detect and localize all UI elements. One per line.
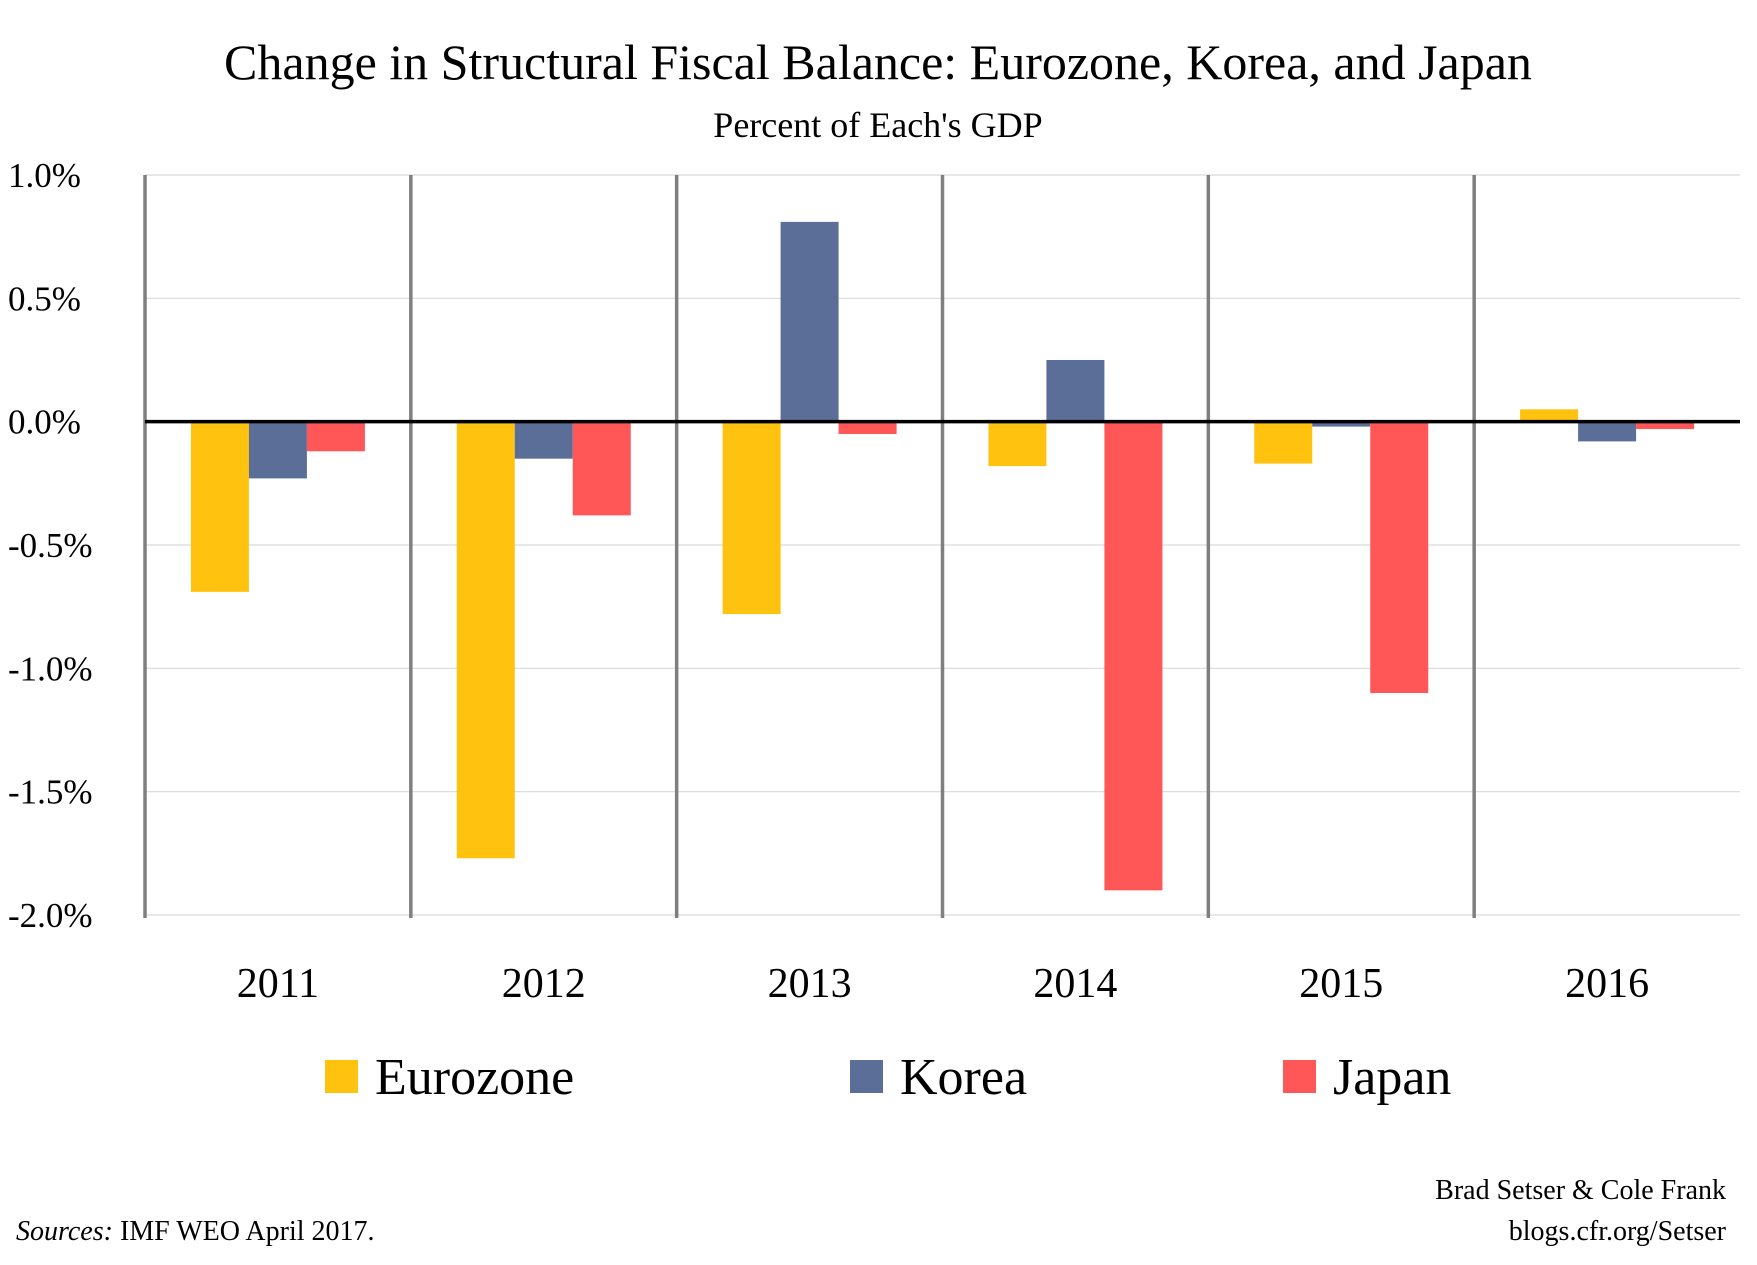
x-tick-label: 2015 bbox=[1299, 961, 1383, 1007]
bar-korea-2011 bbox=[248, 421, 307, 479]
x-tick-label: 2014 bbox=[1033, 961, 1117, 1007]
chart-title: Change in Structural Fiscal Balance: Eur… bbox=[224, 34, 1532, 90]
source-url: blogs.cfr.org/Setser bbox=[1509, 1216, 1727, 1247]
bar-japan-2012 bbox=[572, 421, 631, 516]
bars bbox=[190, 221, 1695, 891]
author-credit: Brad Setser & Cole Frank bbox=[1435, 1175, 1726, 1206]
x-tick-label: 2013 bbox=[768, 961, 852, 1007]
y-tick-label: -0.5% bbox=[8, 526, 93, 565]
y-axis-ticks: 1.0% 0.5% 0.0% -0.5% -1.0% -1.5% -2.0% bbox=[8, 156, 93, 935]
bar-japan-2011 bbox=[306, 421, 365, 452]
y-tick-label: 1.0% bbox=[8, 156, 81, 195]
legend-label-korea: Korea bbox=[900, 1049, 1027, 1106]
x-tick-label: 2011 bbox=[237, 961, 319, 1007]
x-tick-label: 2016 bbox=[1565, 961, 1649, 1007]
legend: Eurozone Korea Japan bbox=[325, 1049, 1451, 1106]
bar-eurozone-2014 bbox=[988, 421, 1047, 467]
bar-korea-2013 bbox=[780, 221, 839, 422]
sources-label: Sources: bbox=[16, 1216, 113, 1247]
sources-note: Sources: IMF WEO April 2017. bbox=[16, 1216, 375, 1247]
bar-eurozone-2013 bbox=[722, 421, 781, 615]
legend-swatch-japan bbox=[1283, 1060, 1316, 1093]
x-axis-ticks: 2011 2012 2013 2014 2015 2016 bbox=[237, 961, 1649, 1007]
bar-eurozone-2011 bbox=[190, 421, 249, 592]
sources-text: IMF WEO April 2017. bbox=[113, 1216, 375, 1247]
bar-eurozone-2015 bbox=[1254, 421, 1313, 464]
legend-label-eurozone: Eurozone bbox=[375, 1049, 574, 1106]
x-tick-label: 2012 bbox=[502, 961, 586, 1007]
y-tick-label: -1.5% bbox=[8, 773, 93, 812]
bar-japan-2016 bbox=[1636, 421, 1695, 430]
y-tick-label: -1.0% bbox=[8, 649, 93, 688]
chart-subtitle: Percent of Each's GDP bbox=[713, 105, 1042, 145]
bar-korea-2016 bbox=[1578, 421, 1637, 442]
legend-swatch-korea bbox=[850, 1060, 883, 1093]
legend-swatch-eurozone bbox=[325, 1060, 358, 1093]
legend-label-japan: Japan bbox=[1333, 1049, 1451, 1106]
bar-korea-2012 bbox=[514, 421, 573, 459]
bar-japan-2014 bbox=[1104, 421, 1163, 891]
y-tick-label: 0.5% bbox=[8, 279, 81, 318]
bar-korea-2015 bbox=[1312, 421, 1371, 427]
bar-eurozone-2016 bbox=[1520, 409, 1579, 422]
y-tick-label: 0.0% bbox=[8, 403, 81, 442]
bar-japan-2015 bbox=[1370, 421, 1429, 693]
bar-japan-2013 bbox=[838, 421, 897, 434]
y-tick-label: -2.0% bbox=[8, 896, 93, 935]
category-separators bbox=[143, 175, 1476, 918]
bar-korea-2014 bbox=[1046, 360, 1105, 422]
bar-eurozone-2012 bbox=[456, 421, 515, 859]
